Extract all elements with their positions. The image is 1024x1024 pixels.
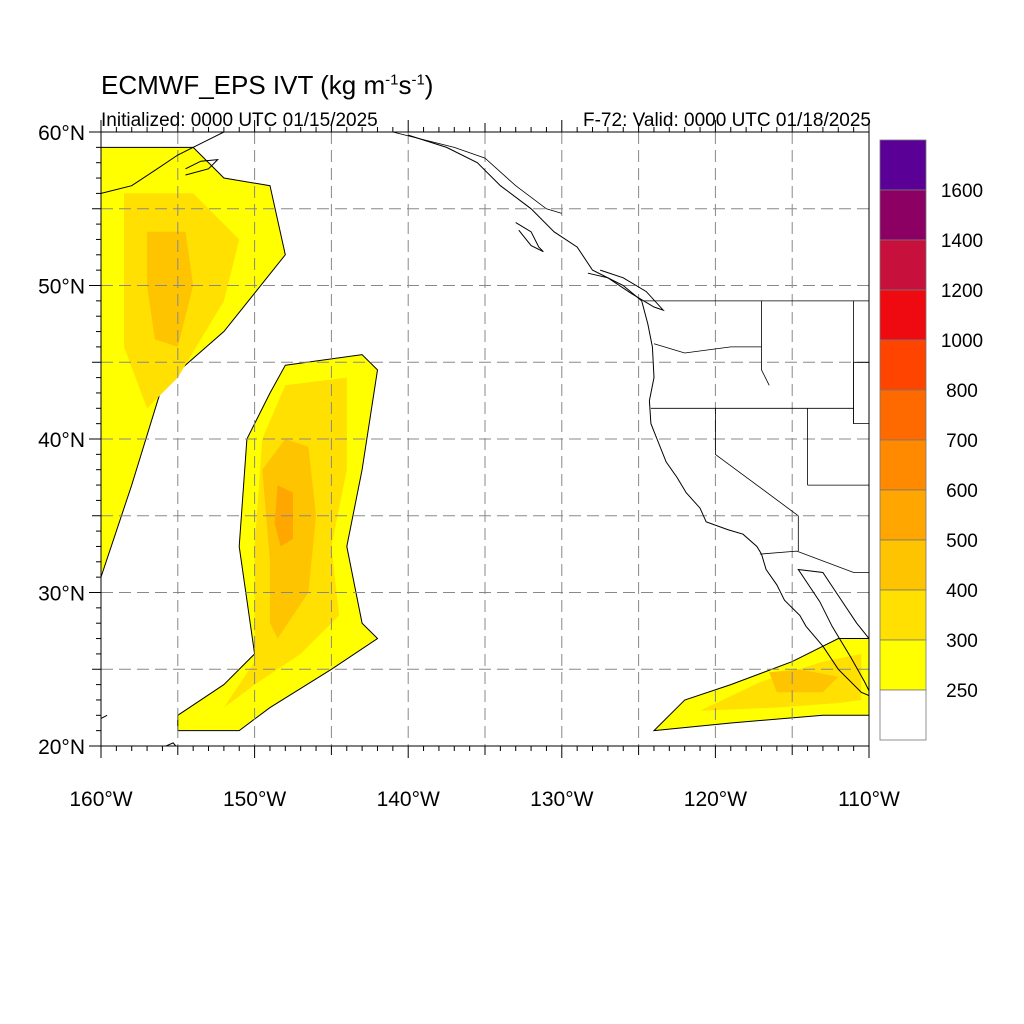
north-plume: [101, 146, 286, 578]
lon-label: 120°W: [684, 788, 747, 811]
lon-label: 130°W: [530, 788, 593, 811]
axis-ticks: [89, 120, 870, 758]
ca-nv: [715, 408, 799, 517]
wa-or: [653, 343, 762, 354]
legend-swatch: [879, 689, 927, 741]
axis-labels: 160°W 150°W 140°W 130°W 120°W 110°W 20°N 30°N 40…: [38, 122, 900, 811]
north-america-coast: [408, 134, 869, 716]
southeast-plume-band-2: [769, 669, 839, 693]
legend-swatch: [879, 289, 927, 341]
southeast-plume: [652, 638, 869, 732]
legend-swatch: [879, 489, 927, 541]
lat-lon-grid: [101, 132, 869, 746]
legend-label: 1400: [941, 231, 983, 252]
legend-swatch: [879, 189, 927, 241]
us-mexico: [759, 550, 869, 573]
hawaii: [101, 714, 108, 719]
coastlines: [101, 132, 869, 746]
legend-swatch: [879, 439, 927, 491]
color-legend: 1600 1400 1200 1000 800 700 600 500 400 300 250: [879, 139, 983, 741]
legend-label: 1600: [941, 181, 983, 202]
legend-swatch: [879, 339, 927, 391]
legend-label: 700: [946, 431, 978, 452]
legend-label: 1200: [941, 281, 983, 302]
legend-label: 600: [946, 481, 978, 502]
legend-swatch: [879, 139, 927, 191]
legend-label: 1000: [941, 331, 983, 352]
kodiak: [185, 158, 220, 176]
legend-swatch: [879, 639, 927, 691]
legend-label: 300: [946, 631, 978, 652]
lat-label: 40°N: [38, 429, 85, 452]
legend-label: 800: [946, 381, 978, 402]
lon-label: 150°W: [223, 788, 286, 811]
legend-swatch: [879, 239, 927, 291]
lon-label: 160°W: [69, 788, 132, 811]
alaska-canada: [392, 132, 562, 214]
valid-time-label: F-72: Valid: 0000 UTC 01/18/2025: [583, 110, 871, 131]
legend-label: 500: [946, 531, 978, 552]
central-plume: [177, 354, 379, 732]
legend-swatch: [879, 389, 927, 441]
north-plume-band-2: [147, 231, 194, 347]
legend-swatch: [879, 539, 927, 591]
lat-label: 50°N: [38, 276, 85, 299]
lon-label: 140°W: [377, 788, 440, 811]
mt-east: [853, 300, 869, 363]
initialized-label: Initialized: 0000 UTC 01/15/2025: [101, 110, 378, 131]
lat-label: 30°N: [38, 583, 85, 606]
lat-label: 20°N: [38, 736, 85, 759]
legend-label: 400: [946, 581, 978, 602]
ut-east: [853, 362, 869, 425]
legend-label: 250: [946, 681, 978, 702]
lat-label: 60°N: [38, 122, 85, 145]
haida-gwaii: [515, 222, 544, 253]
big-island: [164, 742, 177, 746]
lon-label: 110°W: [838, 788, 900, 811]
id-west: [761, 300, 770, 386]
legend-swatch: [879, 589, 927, 641]
map-title: ECMWF_EPS IVT (kg m-1s-1): [101, 70, 434, 100]
alaska-south-coast: [101, 132, 225, 194]
vancouver-island: [587, 269, 665, 312]
ivt-shading: [101, 146, 869, 732]
